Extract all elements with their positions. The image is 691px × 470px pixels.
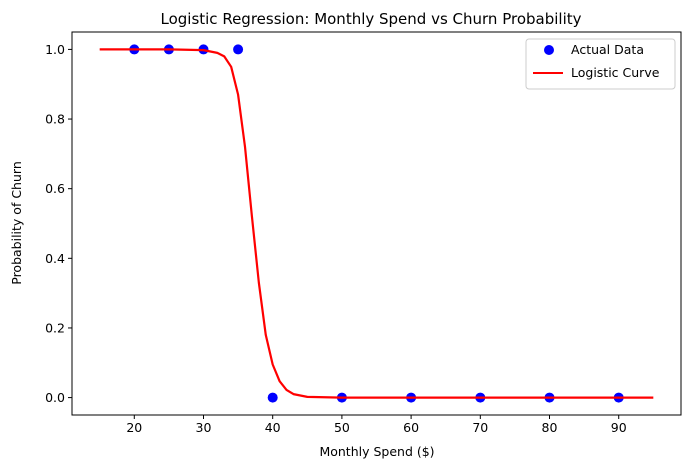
y-tick-label: 0.4 xyxy=(45,251,65,266)
legend-marker-actual-data xyxy=(544,45,554,55)
legend-label-logistic-curve: Logistic Curve xyxy=(571,65,660,80)
actual-data-point xyxy=(233,44,244,55)
y-tick-label: 0.0 xyxy=(45,390,65,405)
x-tick-label: 90 xyxy=(611,420,627,435)
y-axis: 0.0 0.2 0.4 0.6 0.8 1.0 xyxy=(45,42,72,405)
legend-box xyxy=(525,38,676,90)
y-tick-label: 0.8 xyxy=(45,112,65,127)
chart-title: Logistic Regression: Monthly Spend vs Ch… xyxy=(160,10,581,28)
plot-frame xyxy=(71,31,682,416)
x-tick-label: 30 xyxy=(196,420,212,435)
legend-label-actual-data: Actual Data xyxy=(571,42,644,57)
y-tick-label: 1.0 xyxy=(45,42,65,57)
x-tick-label: 60 xyxy=(403,420,419,435)
x-tick-label: 40 xyxy=(265,420,281,435)
legend: Actual Data Logistic Curve xyxy=(525,38,676,90)
data-marks xyxy=(99,44,654,403)
y-tick-label: 0.2 xyxy=(45,320,65,335)
logistic-curve-line xyxy=(99,48,654,399)
x-tick-label: 80 xyxy=(542,420,558,435)
y-tick-label: 0.6 xyxy=(45,181,65,196)
x-tick-label: 70 xyxy=(472,420,488,435)
actual-data-point xyxy=(267,392,278,403)
y-axis-label: Probability of Churn xyxy=(9,161,24,285)
x-axis: 20 30 40 50 60 70 80 90 xyxy=(126,415,627,435)
x-axis-label: Monthly Spend ($) xyxy=(319,444,434,459)
x-tick-label: 20 xyxy=(126,420,142,435)
x-tick-label: 50 xyxy=(334,420,350,435)
